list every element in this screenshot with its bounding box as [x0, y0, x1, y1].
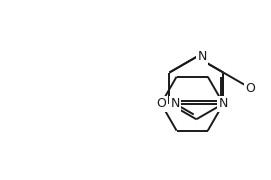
Text: O: O: [264, 93, 271, 105]
Text: O: O: [156, 97, 166, 110]
Text: O: O: [245, 82, 255, 95]
Text: N: N: [197, 50, 207, 64]
Text: N: N: [170, 97, 180, 110]
Text: N: N: [219, 97, 228, 110]
